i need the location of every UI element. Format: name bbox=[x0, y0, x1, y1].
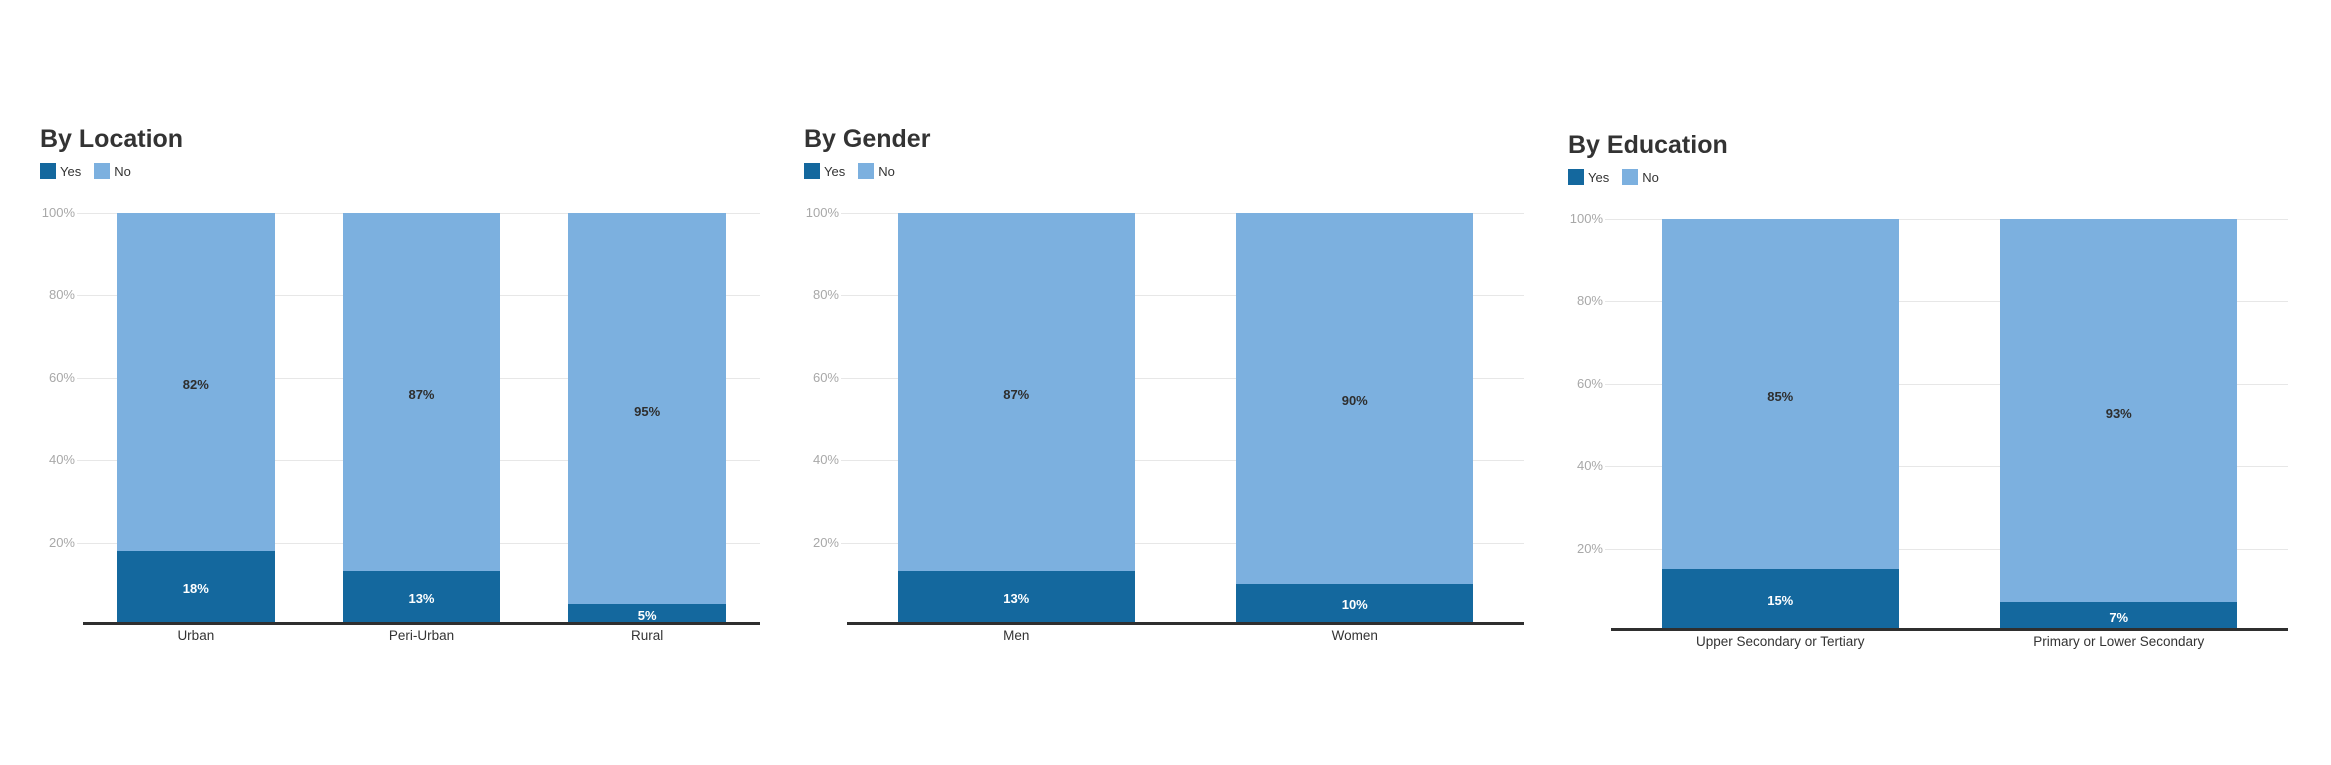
charts-row: By Location Yes No 20% 40% 60% 80% 100% 82% 18% 87… bbox=[0, 119, 2292, 650]
bar-label-yes: 5% bbox=[637, 607, 657, 623]
bar-segment-no-rural[interactable] bbox=[568, 213, 727, 605]
y-tick-label: 100% bbox=[805, 205, 839, 220]
chart-inner: By Location Yes No 20% 40% 60% 80% 100% 82% 18% 87… bbox=[0, 119, 764, 650]
plot-area: 85% 15% 93% 7% bbox=[1605, 219, 2288, 631]
bar-label-no: 82% bbox=[182, 376, 209, 392]
gridline bbox=[841, 213, 1524, 214]
legend: Yes No bbox=[1568, 169, 1659, 185]
chart-inner: By Gender Yes No 20% 40% 60% 80% 100% 87% 13% 90% 1… bbox=[764, 119, 1528, 650]
gridline bbox=[1605, 548, 2288, 550]
y-tick-label: 20% bbox=[48, 534, 75, 550]
bar-segment-yes-peri-urban[interactable] bbox=[342, 571, 501, 625]
gridline bbox=[841, 295, 1524, 297]
y-tick-label: 20% bbox=[812, 534, 839, 550]
bar-label-no: 87% bbox=[408, 387, 435, 403]
category-label-urban: Urban bbox=[177, 628, 215, 643]
x-axis-line bbox=[1611, 628, 2288, 631]
bar-segment-no-peri-urban[interactable] bbox=[342, 213, 501, 572]
chart-title: By Education bbox=[1568, 131, 1728, 159]
category-label-women: Women bbox=[1331, 628, 1378, 643]
legend: Yes No bbox=[804, 163, 895, 179]
gridline bbox=[1605, 219, 2288, 220]
bar-segment-no-women[interactable] bbox=[1236, 213, 1474, 584]
gridline bbox=[841, 377, 1524, 379]
chart-by-gender: By Gender Yes No 20% 40% 60% 80% 100% 87% 13% 90% 1… bbox=[764, 119, 1528, 650]
bar-label-yes: 13% bbox=[408, 591, 435, 607]
x-axis-line bbox=[847, 622, 1524, 625]
legend-item-no[interactable]: No bbox=[858, 163, 895, 179]
category-label-men: Men bbox=[1003, 628, 1030, 643]
y-tick-label: 80% bbox=[812, 287, 839, 303]
y-tick-label: 80% bbox=[1576, 293, 1603, 309]
y-tick-label: 100% bbox=[41, 205, 75, 220]
bar-label-no: 93% bbox=[2105, 405, 2132, 421]
bar-label-yes: 13% bbox=[1003, 591, 1030, 607]
chart-inner: By Education Yes No 20% 40% 60% 80% 100% 85% 15% 9… bbox=[1528, 125, 2292, 650]
legend-label: No bbox=[1642, 169, 1659, 185]
plot-area: 82% 18% 87% 13% 95% 5% bbox=[77, 213, 760, 625]
legend-item-no[interactable]: No bbox=[1622, 169, 1659, 185]
legend-swatch-yes bbox=[40, 163, 56, 179]
bar-segment-yes-upper-secondary-or-tertiary[interactable] bbox=[1661, 569, 1899, 631]
plot-area: 87% 13% 90% 10% bbox=[841, 213, 1524, 625]
bar-segment-yes-primary-or-lower-secondary[interactable] bbox=[2000, 602, 2238, 631]
chart-by-location: By Location Yes No 20% 40% 60% 80% 100% 82% 18% 87… bbox=[0, 119, 764, 650]
bar-label-yes: 15% bbox=[1767, 593, 1794, 609]
bar-label-yes: 10% bbox=[1341, 597, 1368, 613]
category-label-upper-secondary-or-tertiary: Upper Secondary or Tertiary bbox=[1695, 634, 1865, 649]
category-label-primary-or-lower-secondary: Primary or Lower Secondary bbox=[2033, 634, 2205, 649]
bar-segment-yes-rural[interactable] bbox=[568, 604, 727, 625]
legend-label: Yes bbox=[824, 163, 846, 179]
legend-label: No bbox=[114, 163, 131, 179]
legend-item-yes[interactable]: Yes bbox=[1568, 169, 1609, 185]
legend-item-yes[interactable]: Yes bbox=[40, 163, 81, 179]
bar-segment-no-urban[interactable] bbox=[116, 213, 275, 551]
y-tick-label: 40% bbox=[1576, 458, 1603, 474]
y-tick-label: 60% bbox=[48, 369, 75, 385]
bar-segment-yes-women[interactable] bbox=[1236, 583, 1474, 625]
legend-label: No bbox=[878, 163, 895, 179]
y-tick-label: 40% bbox=[48, 452, 75, 468]
bar-label-no: 85% bbox=[1767, 389, 1794, 405]
legend-item-yes[interactable]: Yes bbox=[804, 163, 845, 179]
chart-title: By Gender bbox=[804, 125, 931, 153]
legend: Yes No bbox=[40, 163, 131, 179]
legend-swatch-no bbox=[94, 163, 111, 179]
chart-title: By Location bbox=[40, 125, 184, 153]
bar-segment-yes-men[interactable] bbox=[897, 571, 1135, 625]
legend-swatch-yes bbox=[1568, 169, 1584, 185]
legend-swatch-no bbox=[858, 163, 875, 179]
chart-by-education: By Education Yes No 20% 40% 60% 80% 100% 85% 15% 9… bbox=[1528, 119, 2292, 650]
bar-label-no: 87% bbox=[1003, 387, 1030, 403]
bar-label-yes: 7% bbox=[2109, 609, 2129, 625]
gridline bbox=[1605, 301, 2288, 303]
bar-label-no: 95% bbox=[634, 403, 661, 419]
y-tick-label: 60% bbox=[1576, 375, 1603, 391]
y-tick-label: 80% bbox=[48, 287, 75, 303]
gridline bbox=[1605, 466, 2288, 468]
legend-swatch-no bbox=[1622, 169, 1639, 185]
y-tick-label: 40% bbox=[812, 452, 839, 468]
category-label-rural: Rural bbox=[631, 628, 664, 643]
y-tick-label: 100% bbox=[1569, 211, 1603, 226]
category-label-peri-urban: Peri-Urban bbox=[388, 628, 455, 643]
gridline bbox=[1605, 383, 2288, 385]
bar-segment-no-men[interactable] bbox=[897, 213, 1135, 572]
legend-label: Yes bbox=[60, 163, 82, 179]
bar-label-yes: 18% bbox=[182, 580, 209, 596]
legend-swatch-yes bbox=[804, 163, 820, 179]
x-axis-line bbox=[83, 622, 760, 625]
y-tick-label: 20% bbox=[1576, 540, 1603, 556]
gridline bbox=[841, 542, 1524, 544]
gridline bbox=[841, 460, 1524, 462]
legend-item-no[interactable]: No bbox=[94, 163, 131, 179]
bar-segment-no-upper-secondary-or-tertiary[interactable] bbox=[1661, 219, 1899, 570]
y-tick-label: 60% bbox=[812, 369, 839, 385]
legend-label: Yes bbox=[1588, 169, 1610, 185]
bar-label-no: 90% bbox=[1341, 393, 1368, 409]
bar-segment-no-primary-or-lower-secondary[interactable] bbox=[2000, 219, 2238, 603]
bar-segment-yes-urban[interactable] bbox=[116, 550, 275, 625]
